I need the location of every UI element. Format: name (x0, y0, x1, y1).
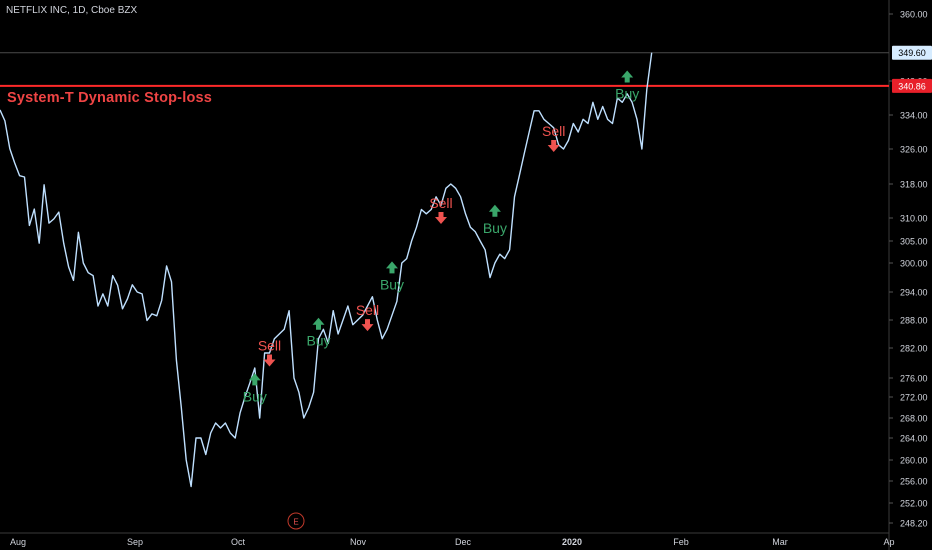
y-tick-label: 300.00 (900, 259, 928, 269)
y-tick-label: 248.20 (900, 519, 928, 529)
sell-arrow-icon (361, 319, 374, 332)
y-tick-label: 294.00 (900, 288, 928, 298)
y-tick-label: 276.00 (900, 374, 928, 384)
x-tick-label: Ap (883, 537, 894, 547)
last-price-tag (892, 45, 932, 60)
y-tick-label: 318.00 (900, 180, 928, 190)
y-tick-label: 282.00 (900, 344, 928, 354)
x-tick-label: Dec (455, 537, 472, 547)
x-tick-label: 2020 (562, 537, 582, 547)
last-price-tag-label: 349.60 (898, 48, 926, 58)
sell-label: Sell (258, 338, 281, 354)
y-tick-label: 334.00 (900, 111, 928, 121)
x-tick-label: Sep (127, 537, 143, 547)
x-tick-label: Aug (10, 537, 26, 547)
price-tags: 349.60 340.86 (892, 45, 932, 93)
time-axis: Aug Sep Oct Nov Dec 2020 Feb Mar Ap (0, 532, 895, 547)
sell-arrow-icon (547, 140, 560, 153)
y-tick-label: 256.00 (900, 477, 928, 487)
stop-loss-label: System-T Dynamic Stop-loss (7, 90, 213, 106)
earnings-marker-icon (287, 512, 305, 530)
buy-label: Buy (380, 276, 404, 292)
sell-arrow-icon (263, 354, 276, 367)
x-tick-label: Oct (231, 537, 246, 547)
buy-arrow-icon (248, 373, 261, 386)
reference-lines (0, 52, 889, 87)
stop-price-tag-label: 340.86 (898, 81, 926, 91)
sell-label: Sell (542, 123, 565, 139)
y-tick-label: 305.00 (900, 237, 928, 247)
buy-arrow-icon (312, 317, 325, 330)
y-tick-label: 252.00 (900, 499, 928, 509)
y-tick-label: 264.00 (900, 434, 928, 444)
buy-arrow-icon (621, 70, 634, 83)
y-tick-label: 268.00 (900, 414, 928, 424)
buy-label: Buy (483, 220, 507, 236)
price-series (0, 52, 653, 488)
stop-price-tag (892, 78, 932, 93)
y-tick-label: 326.00 (900, 145, 928, 155)
buy-label: Buy (615, 86, 639, 102)
buy-arrow-icon (488, 204, 501, 217)
y-tick-label: 360.00 (900, 10, 928, 20)
y-tick-label: 260.00 (900, 456, 928, 466)
buy-arrow-icon (386, 261, 398, 274)
sell-label: Sell (429, 195, 452, 211)
sell-label: Sell (356, 302, 379, 318)
buy-label: Buy (243, 388, 267, 404)
x-tick-label: Feb (673, 537, 689, 547)
price-line (0, 52, 653, 488)
y-tick-label: 310.00 (900, 214, 928, 224)
y-tick-label: 272.00 (900, 393, 928, 403)
x-tick-label: Mar (772, 537, 788, 547)
y-tick-label: 288.00 (900, 316, 928, 326)
x-tick-label: Nov (350, 537, 367, 547)
buy-label: Buy (306, 333, 330, 349)
earnings-marker-label: E (293, 518, 298, 527)
sell-arrow-icon (435, 212, 447, 224)
chart-title: NETFLIX INC, 1D, Cboe BZX (6, 5, 138, 16)
